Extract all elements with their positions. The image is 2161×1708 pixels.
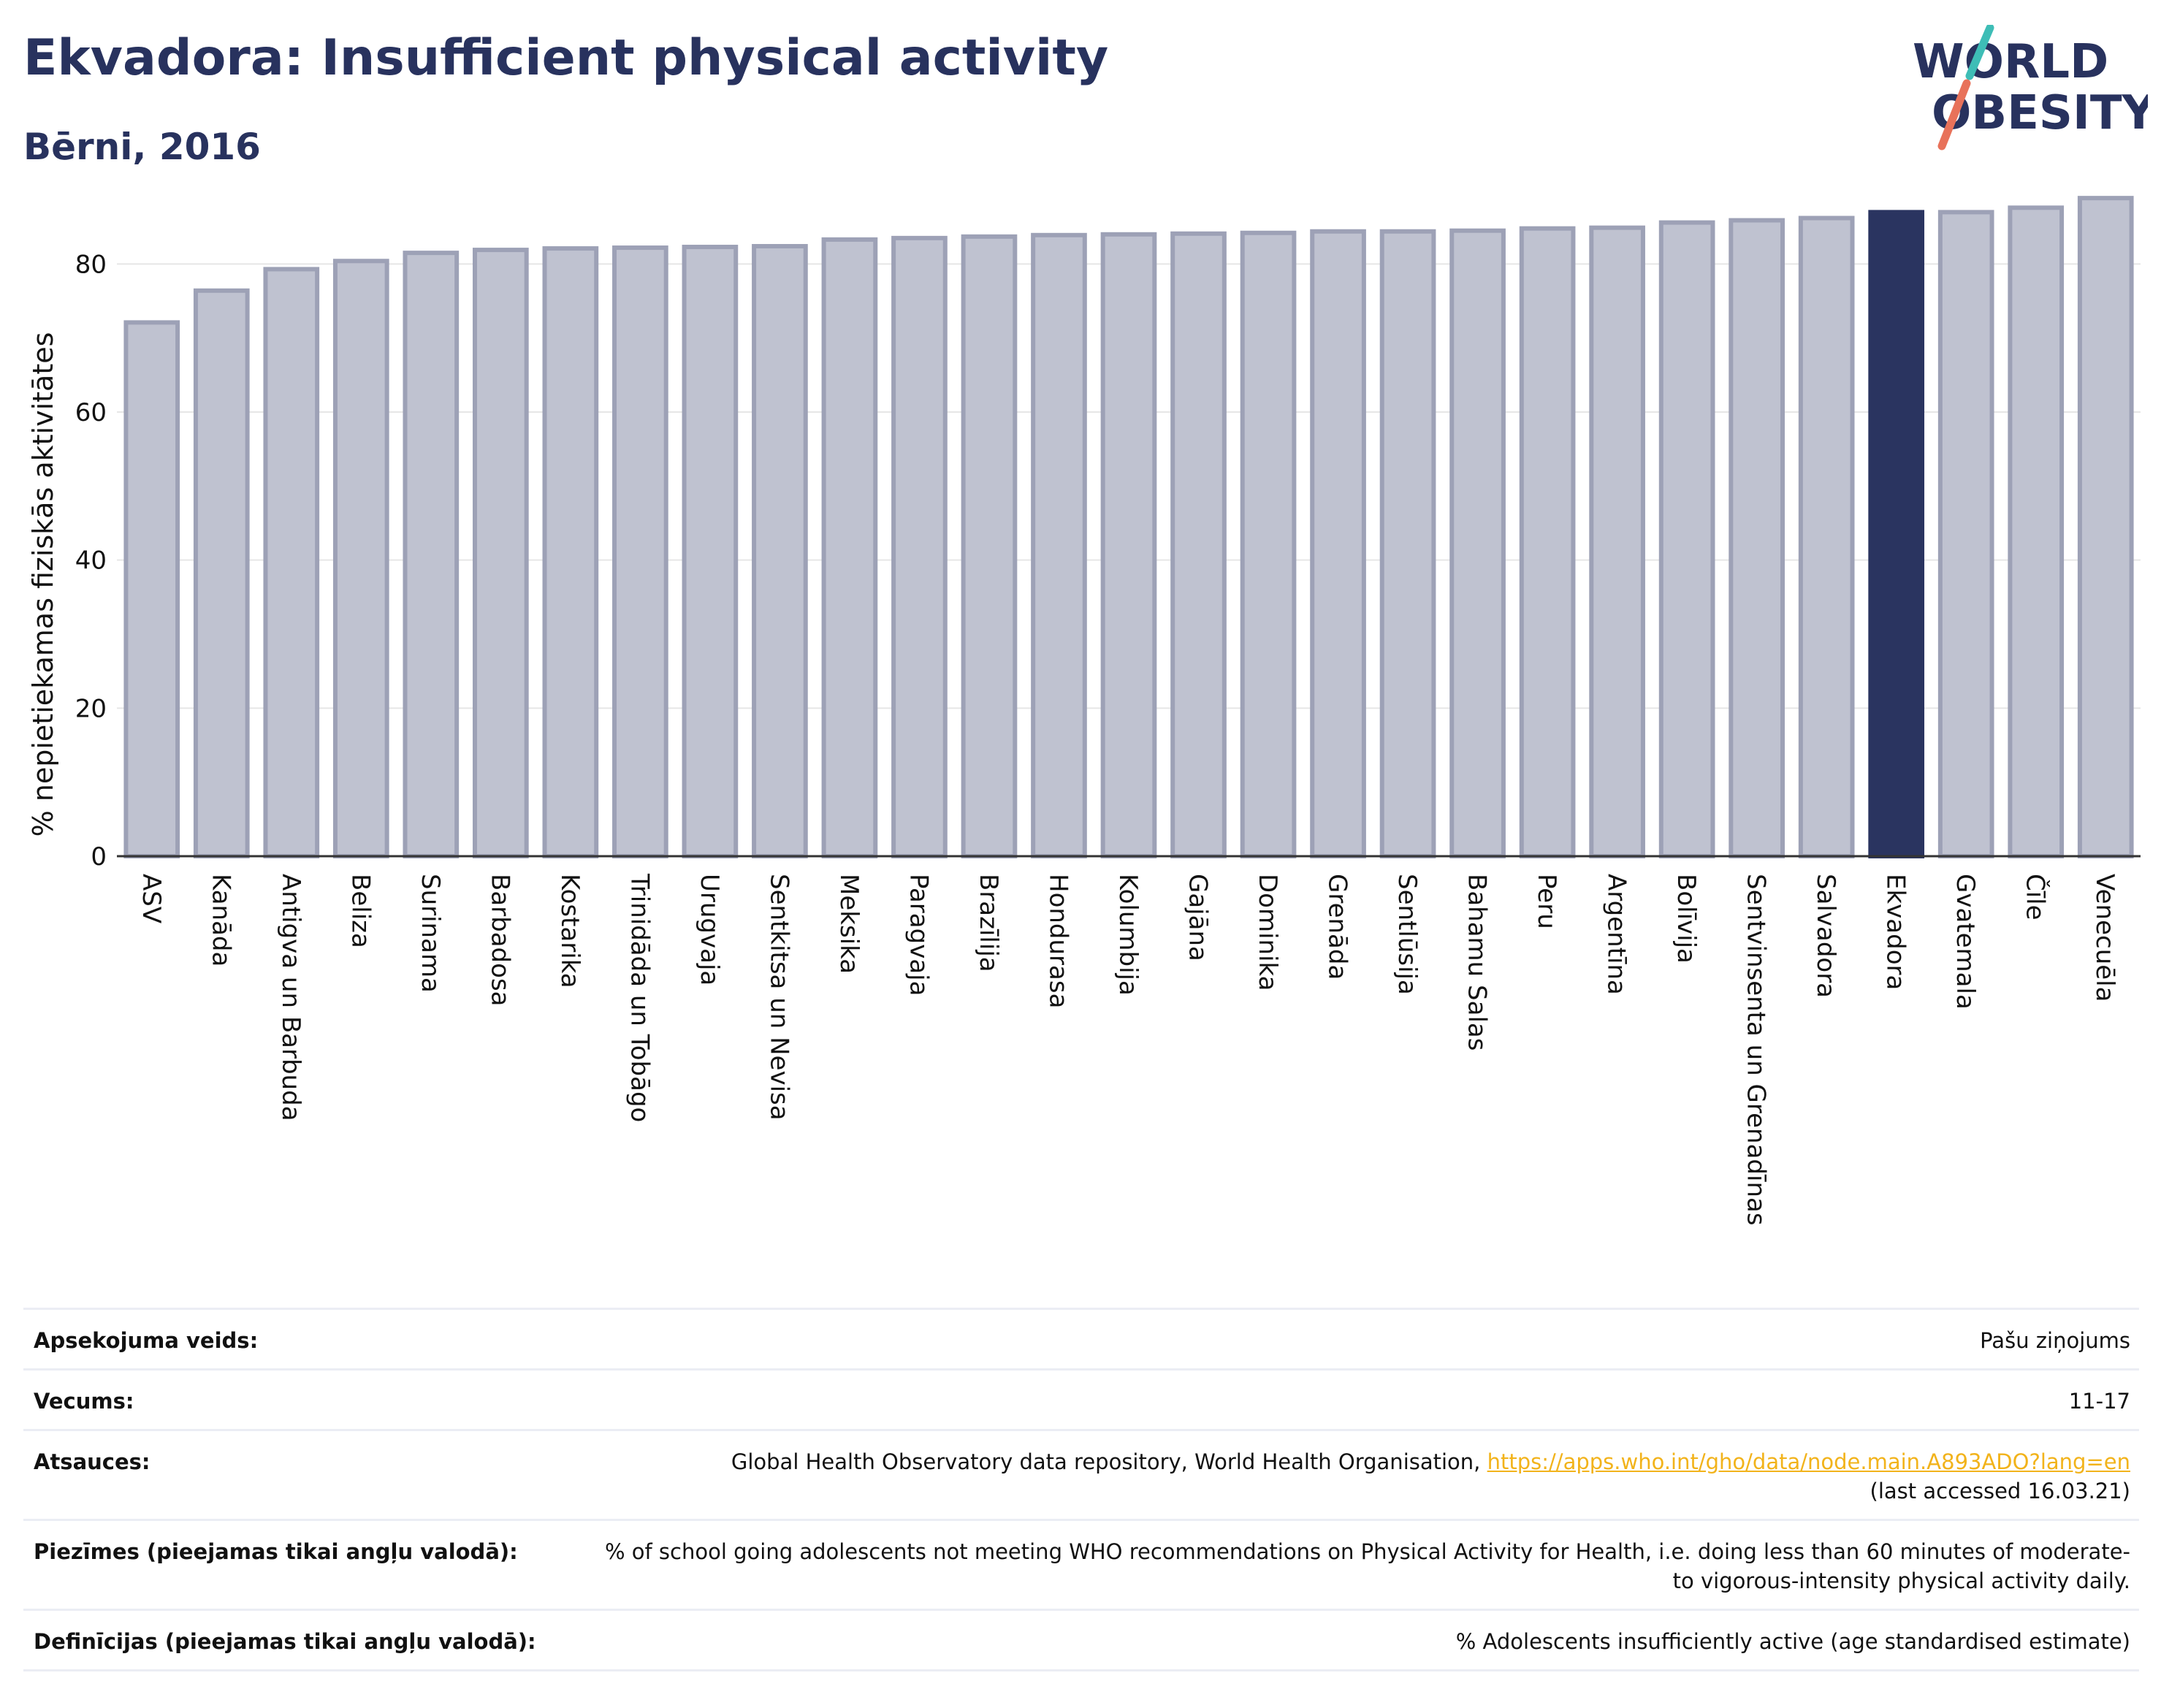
x-tick-label: Salvadora <box>1811 874 1840 998</box>
x-tick-label: Gvatemala <box>1951 874 1980 1010</box>
bar-10[interactable] <box>821 237 878 859</box>
x-tick-label: Dominika <box>1253 874 1282 991</box>
bar-14[interactable] <box>1100 232 1157 858</box>
y-tick-label: 80 <box>75 250 107 279</box>
x-tick-label: Sentvinsenta un Grenadīnas <box>1742 874 1771 1226</box>
bar-15[interactable] <box>1170 231 1227 858</box>
x-tick-label: Paragvaja <box>904 874 933 996</box>
reference-note: (last accessed 16.03.21) <box>1870 1479 2130 1503</box>
bar-6[interactable] <box>542 246 599 858</box>
bar-21[interactable] <box>1589 225 1645 858</box>
logo-text-obesity: OBESITY <box>1932 86 2148 140</box>
x-tick-label: Bolīvija <box>1672 874 1701 964</box>
axis-layer: 0 20 40 60 80 <box>75 250 2141 872</box>
x-tick-label: ASV <box>137 874 166 923</box>
x-tick-label: Hondurasa <box>1043 874 1072 1008</box>
info-value: % Adolescents insufficiently active (age… <box>1455 1629 2130 1654</box>
x-tick-label: Bahamu Salas <box>1463 874 1492 1051</box>
bar-19[interactable] <box>1449 228 1506 858</box>
x-tick-label: Kolumbija <box>1113 874 1143 996</box>
x-tick-label: Kostarika <box>555 874 584 988</box>
info-value-references: Global Health Observatory data repositor… <box>731 1447 2130 1506</box>
info-row-definitions: Definīcijas (pieejamas tikai angļu valod… <box>23 1609 2139 1671</box>
logo-slash-teal <box>1965 25 1994 80</box>
bar-16[interactable] <box>1240 230 1297 859</box>
bar-23[interactable] <box>1729 218 1785 858</box>
reference-link[interactable]: https://apps.who.int/gho/data/node.main.… <box>1487 1449 2130 1474</box>
bar-8[interactable] <box>682 245 739 858</box>
bar-26[interactable] <box>1937 210 1994 858</box>
info-table: Apsekojuma veids: Pašu ziņojums Vecums: … <box>23 1308 2139 1671</box>
page-subtitle: Bērni, 2016 <box>23 126 261 168</box>
bar-11[interactable] <box>891 235 948 859</box>
x-tick-label: Trinidāda un Tobāgo <box>625 873 654 1122</box>
info-label: Apsekojuma veids: <box>34 1328 259 1353</box>
x-tick-label: Meksika <box>834 874 864 974</box>
y-tick-label: 20 <box>75 694 107 723</box>
bar-4[interactable] <box>403 251 460 858</box>
logo-slash-coral <box>1937 79 1971 150</box>
info-label: Definīcijas (pieejamas tikai angļu valod… <box>34 1629 536 1654</box>
x-tick-label: Sentlūsija <box>1392 874 1422 995</box>
x-tick-label: Ekvadora <box>1881 874 1910 990</box>
info-row-survey-type: Apsekojuma veids: Pašu ziņojums <box>23 1308 2139 1368</box>
bar-0[interactable] <box>123 320 180 858</box>
bar-5[interactable] <box>473 248 529 858</box>
page-title: Ekvadora: Insufficient physical activity <box>23 29 1109 87</box>
bar-28[interactable] <box>2077 196 2134 858</box>
bar-1[interactable] <box>193 288 250 858</box>
info-label: Atsauces: <box>34 1449 150 1474</box>
bar-3[interactable] <box>332 259 389 858</box>
bar-chart: 0 20 40 60 80 ASV Kanāda Antigva un Barbuda Bel… <box>27 196 2141 1226</box>
x-tick-label: Peru <box>1532 874 1561 929</box>
bar-22[interactable] <box>1658 220 1715 858</box>
y-tick-label: 0 <box>91 842 107 872</box>
info-value: 11-17 <box>2068 1389 2130 1414</box>
bar-layer <box>123 196 2134 859</box>
bar-7[interactable] <box>612 245 668 859</box>
bar-24[interactable] <box>1798 216 1855 858</box>
x-tick-label: Brazīlija <box>974 874 1003 972</box>
x-tick-label: Gajāna <box>1184 874 1213 961</box>
bar-27[interactable] <box>2008 205 2065 858</box>
info-row-references: Atsauces: Global Health Observatory data… <box>23 1429 2139 1519</box>
x-tick-label: Sentkitsa un Nevisa <box>764 874 793 1121</box>
x-tick-label: Čīle <box>2021 874 2051 920</box>
info-value: Pašu ziņojums <box>1980 1328 2130 1353</box>
info-value: % of school going adolescents not meetin… <box>604 1539 2130 1593</box>
y-tick-label: 60 <box>75 398 107 427</box>
x-tick-label: Beliza <box>346 874 375 948</box>
info-row-age: Vecums: 11-17 <box>23 1368 2139 1429</box>
y-axis-title: % nepietiekamas fiziskās aktivitātes <box>27 332 59 837</box>
x-tick-label: Kanāda <box>206 874 235 967</box>
bar-20[interactable] <box>1519 226 1576 858</box>
label-layer: ASV Kanāda Antigva un Barbuda Beliza Surinam… <box>137 873 2119 1226</box>
bar-17[interactable] <box>1310 229 1366 859</box>
world-obesity-logo: WORLD OBESITY <box>1913 25 2148 150</box>
x-tick-label: Grenāda <box>1323 874 1352 980</box>
logo-text-world: WORLD <box>1913 35 2108 89</box>
info-label: Piezīmes (pieejamas tikai angļu valodā): <box>34 1539 518 1564</box>
x-tick-label: Antigva un Barbuda <box>276 874 305 1121</box>
bar-9[interactable] <box>752 244 808 859</box>
y-tick-label: 40 <box>75 546 107 576</box>
reference-text: Global Health Observatory data repositor… <box>731 1449 1481 1474</box>
x-tick-label: Surinama <box>416 874 445 993</box>
bar-25[interactable] <box>1868 210 1925 858</box>
x-tick-label: Urugvaja <box>695 874 724 985</box>
bar-12[interactable] <box>961 234 1018 858</box>
x-tick-label: Venecuēla <box>2090 874 2119 1002</box>
info-label: Vecums: <box>34 1389 134 1414</box>
bar-13[interactable] <box>1031 232 1087 858</box>
bar-18[interactable] <box>1379 229 1436 859</box>
bar-2[interactable] <box>263 267 320 858</box>
x-tick-label: Barbadosa <box>485 874 514 1007</box>
info-row-notes: Piezīmes (pieejamas tikai angļu valodā):… <box>23 1519 2139 1609</box>
x-tick-label: Argentīna <box>1602 874 1631 995</box>
